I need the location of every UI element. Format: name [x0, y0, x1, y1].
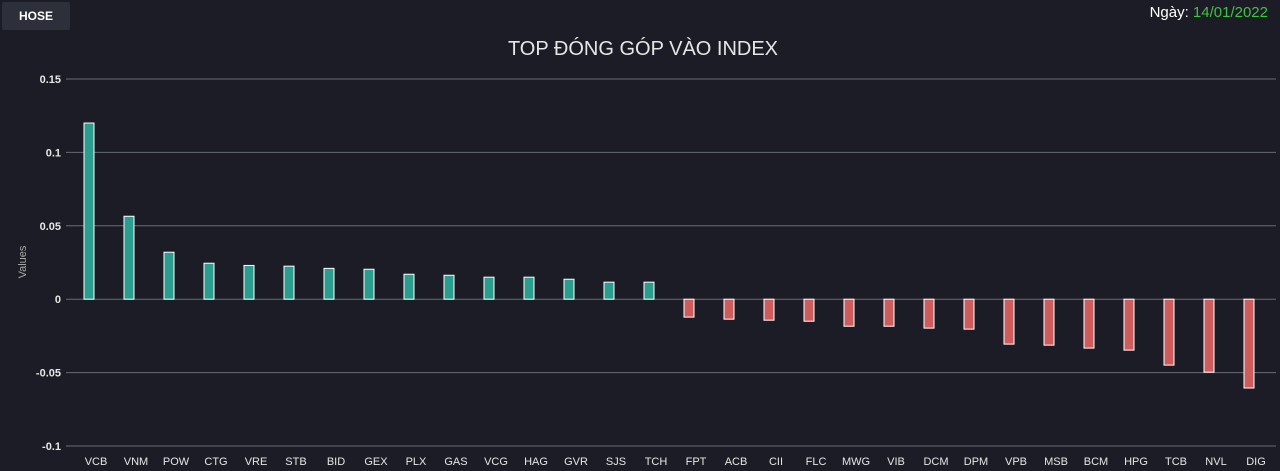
bar-fpt[interactable]: [683, 298, 695, 318]
date-label: Ngày:: [1149, 4, 1189, 21]
bar-dpm[interactable]: [963, 298, 975, 330]
x-tick-label: HAG: [524, 456, 548, 468]
bar-gex[interactable]: [363, 268, 375, 300]
bar-vib[interactable]: [883, 298, 895, 327]
bar-sjs[interactable]: [603, 281, 615, 300]
y-tick-label: 0.1: [46, 147, 61, 159]
bar-dcm[interactable]: [923, 298, 935, 329]
chart-title: TOP ĐÓNG GÓP VÀO INDEX: [508, 37, 778, 60]
x-tick-label: GAS: [444, 456, 467, 468]
bar-bid[interactable]: [323, 267, 335, 300]
bar-gvr[interactable]: [563, 278, 575, 300]
bar-vcg[interactable]: [483, 276, 495, 300]
bar-mwg[interactable]: [843, 298, 855, 327]
x-tick-label: VRE: [245, 456, 268, 468]
x-tick-label: ACB: [725, 456, 748, 468]
bar-vnm[interactable]: [123, 215, 135, 300]
x-tick-label: VCB: [85, 456, 108, 468]
y-tick-label: -0.1: [42, 441, 61, 453]
x-tick-label: VCG: [484, 456, 508, 468]
x-tick-label: BID: [327, 456, 345, 468]
bar-bcm[interactable]: [1083, 298, 1095, 349]
x-tick-label: CII: [769, 456, 783, 468]
bar-vcb[interactable]: [83, 122, 95, 300]
bar-nvl[interactable]: [1203, 298, 1215, 373]
bar-stb[interactable]: [283, 265, 295, 300]
bar-msb[interactable]: [1043, 298, 1055, 346]
x-tick-label: VPB: [1005, 456, 1027, 468]
y-tick-label: 0.15: [40, 74, 61, 86]
y-axis-label: Values: [17, 245, 29, 278]
x-tick-label: FLC: [806, 456, 827, 468]
x-tick-label: MSB: [1044, 456, 1068, 468]
x-tick-label: VIB: [887, 456, 905, 468]
x-tick-label: SJS: [606, 456, 626, 468]
y-tick-label: 0.05: [40, 221, 61, 233]
bar-acb[interactable]: [723, 298, 735, 320]
x-tick-label: POW: [163, 456, 190, 468]
bar-gas[interactable]: [443, 274, 455, 300]
bar-hag[interactable]: [523, 276, 535, 300]
bar-tch[interactable]: [643, 281, 655, 300]
x-tick-label: CTG: [204, 456, 227, 468]
x-tick-label: TCH: [645, 456, 668, 468]
bar-cii[interactable]: [763, 298, 775, 321]
exchange-button[interactable]: HOSE: [2, 2, 70, 30]
x-tick-label: DCM: [923, 456, 948, 468]
x-tick-label: NVL: [1205, 456, 1226, 468]
bar-vre[interactable]: [243, 264, 255, 300]
date-value: 14/01/2022: [1192, 4, 1268, 21]
x-tick-label: DIG: [1246, 456, 1266, 468]
x-tick-label: GEX: [364, 456, 388, 468]
y-tick-label: -0.05: [36, 368, 61, 380]
bar-flc[interactable]: [803, 298, 815, 322]
x-tick-label: STB: [285, 456, 306, 468]
bar-plx[interactable]: [403, 273, 415, 300]
x-tick-label: PLX: [406, 456, 427, 468]
x-tick-label: DPM: [964, 456, 988, 468]
y-tick-label: 0: [55, 294, 61, 306]
bar-pow[interactable]: [163, 251, 175, 300]
x-tick-label: VNM: [124, 456, 148, 468]
x-tick-label: FPT: [686, 456, 707, 468]
bar-hpg[interactable]: [1123, 298, 1135, 351]
x-tick-label: TCB: [1165, 456, 1187, 468]
x-tick-label: MWG: [842, 456, 870, 468]
x-tick-label: HPG: [1124, 456, 1148, 468]
bar-vpb[interactable]: [1003, 298, 1015, 345]
bar-ctg[interactable]: [203, 262, 215, 300]
x-tick-label: GVR: [564, 456, 588, 468]
bar-dig[interactable]: [1243, 298, 1255, 389]
x-tick-label: BCM: [1084, 456, 1108, 468]
bar-tcb[interactable]: [1163, 298, 1175, 366]
date-display: Ngày: 14/01/2022: [1150, 4, 1268, 21]
